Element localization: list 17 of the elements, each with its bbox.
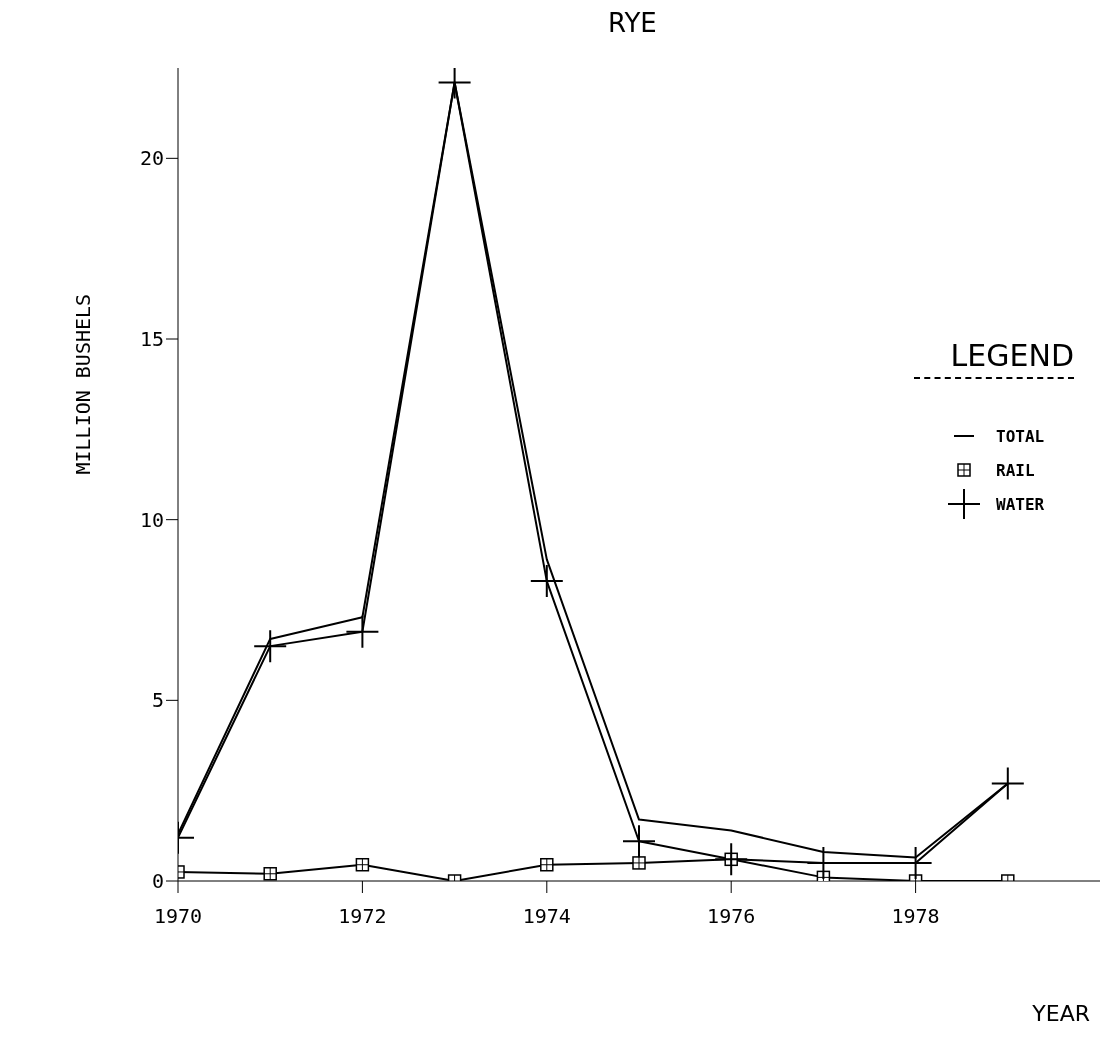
legend-title: LEGEND — [914, 338, 1074, 379]
y-tick-label: 0 — [151, 869, 164, 894]
x-tick-label: 1978 — [891, 904, 940, 929]
y-tick-label: 10 — [139, 507, 164, 532]
legend-label: WATER — [996, 494, 1045, 514]
x-tick-label: 1972 — [338, 904, 387, 929]
chart-title: RYE — [608, 8, 657, 38]
y-axis-title: MILLION BUSHELS — [71, 293, 96, 475]
x-tick-label: 1976 — [707, 904, 756, 929]
y-tick-label: 20 — [139, 146, 164, 171]
x-axis-title: YEAR — [1031, 1001, 1090, 1026]
x-tick-label: 1974 — [522, 904, 571, 929]
x-tick-label: 1970 — [153, 904, 203, 929]
legend-label: RAIL — [996, 460, 1035, 480]
y-tick-label: 15 — [139, 327, 164, 352]
y-tick-label: 5 — [151, 688, 164, 713]
legend-label: TOTAL — [996, 426, 1045, 446]
